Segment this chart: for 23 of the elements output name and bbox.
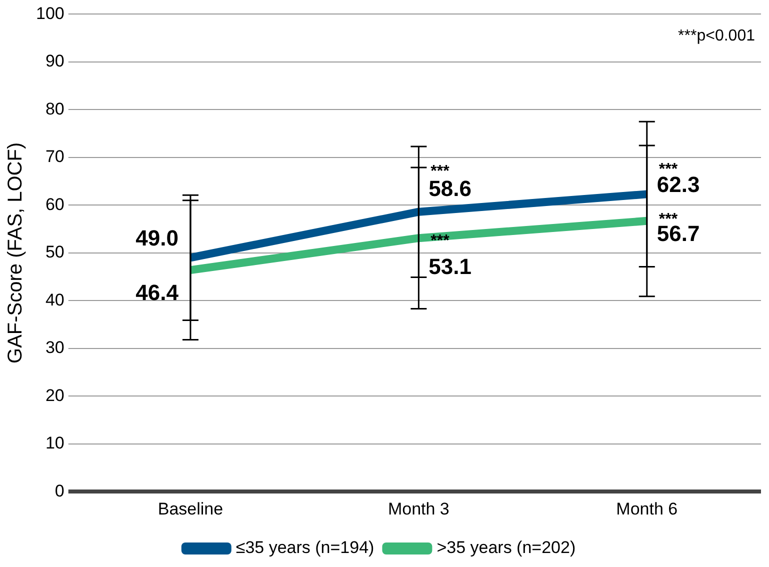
y-tick-label: 20 <box>45 386 64 405</box>
y-tick-label: 30 <box>45 338 64 358</box>
y-tick-label: 0 <box>54 481 64 500</box>
y-tick-label: 50 <box>45 242 64 262</box>
y-tick-label: 40 <box>45 290 64 310</box>
legend-label: ≤35 years (n=194) <box>236 538 374 558</box>
data-label: 56.7 <box>656 220 700 246</box>
y-tick-label: 100 <box>36 4 64 23</box>
x-tick-label: Month 3 <box>388 499 450 518</box>
annotation: ***p<0.001 <box>678 28 756 45</box>
y-tick-label: 10 <box>45 434 64 453</box>
data-label: 46.4 <box>136 280 180 306</box>
y-tick-label: 70 <box>45 147 64 166</box>
y-axis-title: GAF-Score (FAS, LOCF) <box>4 142 27 364</box>
y-tick-label: 80 <box>45 99 64 118</box>
x-tick-label: Baseline <box>158 499 224 518</box>
annotation: *** <box>430 232 450 250</box>
x-tick-label: Month 6 <box>616 499 678 518</box>
y-tick-label: 60 <box>45 194 64 214</box>
y-tick-label: 90 <box>45 52 64 71</box>
data-label: 49.0 <box>136 226 178 251</box>
legend-label: >35 years (n=202) <box>436 538 576 558</box>
data-label: 53.1 <box>428 254 472 280</box>
